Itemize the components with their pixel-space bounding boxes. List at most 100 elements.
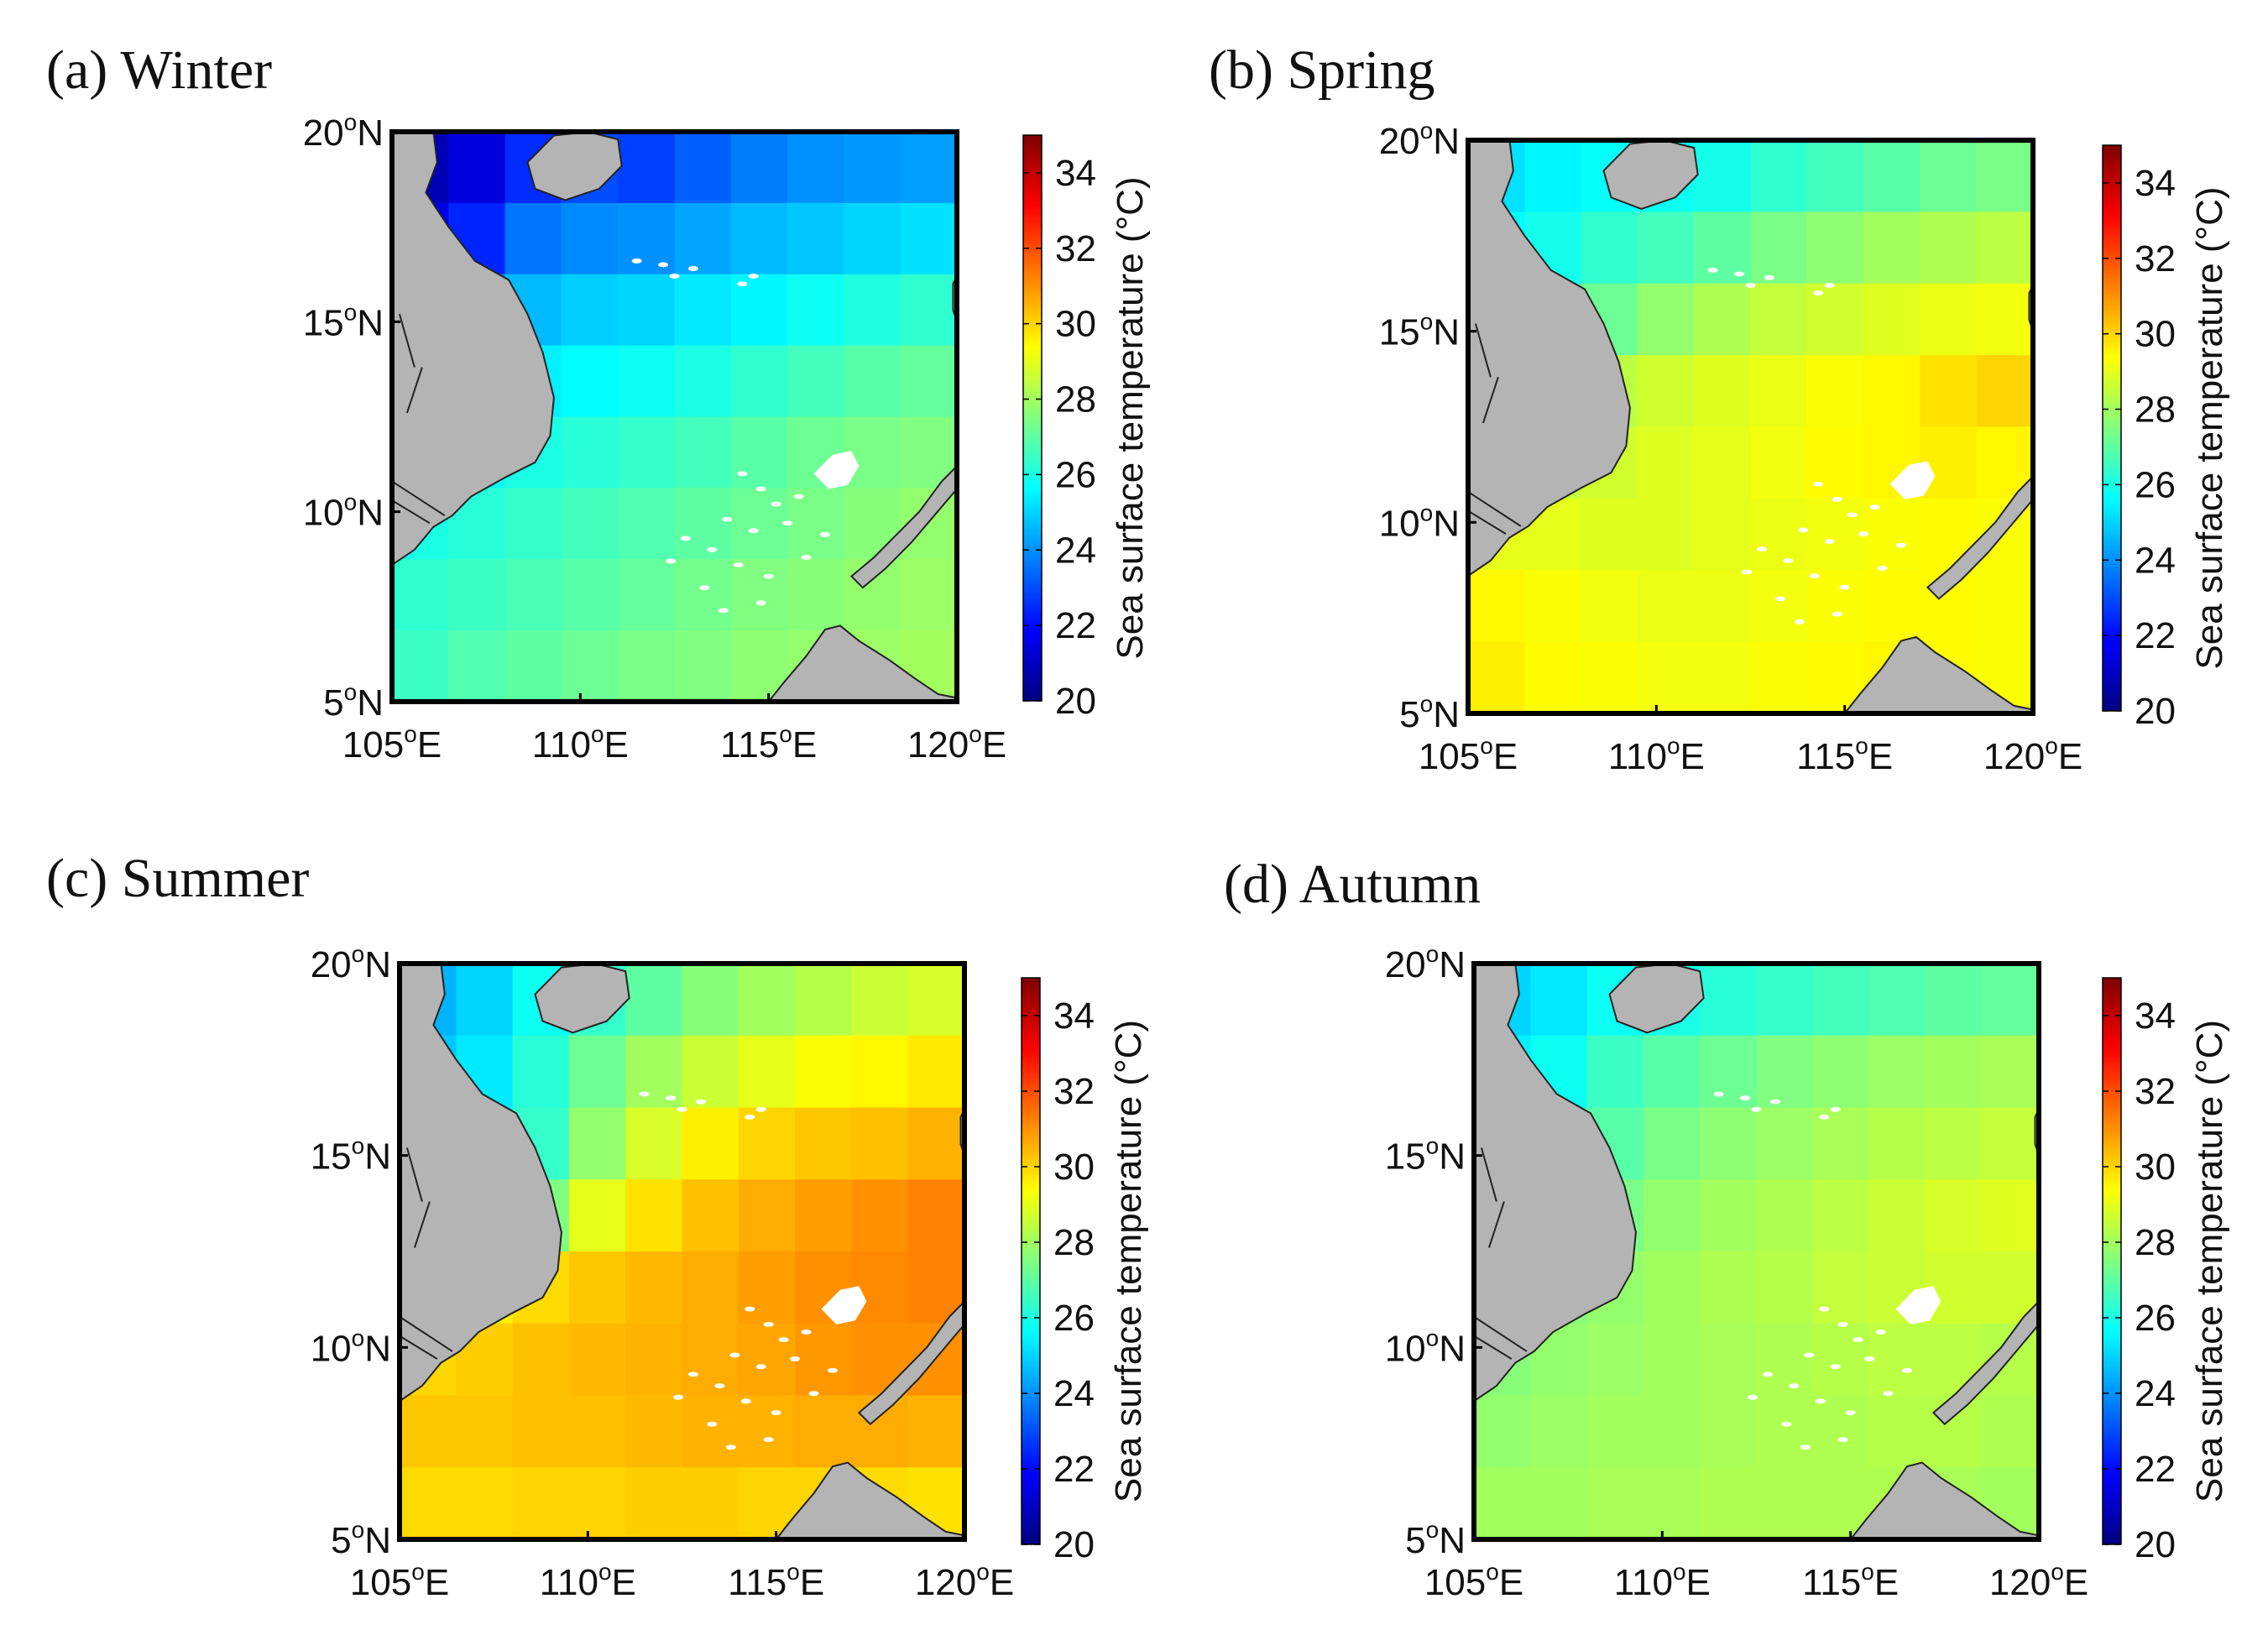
river-line [1467, 509, 1507, 535]
islet-patch [707, 1421, 718, 1427]
sst-cell [512, 1035, 570, 1109]
sst-cell [1756, 1323, 1814, 1397]
colorbar-tick-label: 20 [2135, 1524, 2176, 1565]
colorbar-tick-label: 26 [2135, 1298, 2176, 1339]
sst-cell [730, 559, 788, 631]
islet-patch [1756, 546, 1767, 552]
sst-cell [1869, 1395, 1927, 1469]
sst-cell [730, 132, 788, 204]
sst-cell [674, 345, 732, 418]
islet-patch [1751, 1106, 1762, 1112]
islet-patch [733, 562, 744, 568]
sst-cell [1524, 140, 1582, 213]
sst-cell [1700, 1467, 1758, 1540]
sst-cell [1926, 1107, 1983, 1181]
sst-cell [674, 202, 732, 275]
sst-cell [1468, 641, 1526, 714]
sst-cell [1926, 964, 1983, 1037]
sst-cell [1750, 570, 1808, 643]
colorbar-tick-label: 22 [2135, 1449, 2176, 1490]
sst-cell [625, 1395, 683, 1469]
sst-cell [795, 1179, 853, 1252]
sst-cell [900, 345, 958, 418]
sst-cell [787, 274, 845, 347]
sst-cell [1581, 641, 1638, 714]
islet-patch [1794, 619, 1805, 624]
colorbar-tick-label: 32 [2135, 1071, 2176, 1112]
sst-cell [561, 559, 619, 631]
colorbar-label: Sea surface temperature (°C) [2189, 1020, 2230, 1502]
x-tick-label: 115oE [1802, 1559, 1899, 1603]
y-tick-label: 20oN [1385, 941, 1466, 985]
colorbar-tick-label: 26 [2135, 464, 2176, 505]
sst-cell [448, 132, 506, 204]
river-line [1467, 491, 1522, 527]
island-patch [1895, 1286, 1941, 1324]
islet-patch [699, 585, 710, 591]
colorbar: 20 22 24 26 28 30 32 34 Sea surface temperature … [1021, 977, 1149, 1565]
x-tick-label: 110oE [1608, 733, 1705, 777]
sst-cell [1806, 283, 1864, 356]
sst-cell [1750, 498, 1808, 572]
sst-cell [618, 345, 676, 418]
river-line [413, 1201, 431, 1248]
colorbar-tick-label: 30 [1053, 1147, 1095, 1188]
river-lines [391, 314, 446, 525]
y-tick-label: 10oN [311, 1324, 391, 1369]
sst-cell [561, 416, 619, 489]
sst-cell [1637, 283, 1695, 356]
x-tick-label: 120oE [1983, 733, 2082, 777]
land-mask [399, 962, 965, 1540]
sst-cell [1812, 1251, 1870, 1324]
sst-cell [1700, 1179, 1758, 1252]
sst-cell [568, 1035, 626, 1109]
islet-patch [714, 1383, 725, 1389]
sst-cell [1756, 1179, 1814, 1252]
sst-cell [1976, 140, 2034, 213]
no-data-patches [1707, 267, 1936, 624]
sst-cell [1982, 964, 2040, 1037]
sst-cell [682, 964, 739, 1037]
islet-patch [1713, 1091, 1724, 1097]
islet-patch [1762, 1371, 1773, 1377]
islet-patch [1764, 274, 1774, 280]
x-tick-label: 115oE [720, 721, 817, 765]
sst-cell [625, 1467, 683, 1540]
sst-cell [456, 964, 514, 1037]
x-axis: 105oE 110oE 115oE 120oE [342, 693, 1006, 765]
island-patch [1889, 461, 1936, 500]
colorbar: 20 22 24 26 28 30 32 34 Sea surface temperature … [2102, 144, 2230, 732]
colorbar-tick-label: 26 [1053, 1298, 1095, 1339]
islet-patch [1845, 1410, 1856, 1416]
sst-cell [1863, 140, 1921, 213]
colorbar-tick-label: 34 [1053, 995, 1095, 1037]
colorbar-tick-label: 28 [1055, 379, 1096, 421]
sst-cell [795, 1035, 853, 1109]
sst-cell [1700, 1107, 1758, 1181]
x-tick-label: 120oE [1989, 1559, 2088, 1603]
sst-cell [1700, 964, 1758, 1037]
sst-cell [1863, 212, 1921, 285]
colorbar-gradient [1021, 977, 1041, 1545]
colorbar-tick-label: 34 [1055, 153, 1096, 194]
sst-cell [795, 1323, 853, 1397]
panel-c: (c) Summer 105oE 110oE 115oE 120oE 5oN 10oN 15o… [46, 848, 1149, 1603]
y-axis: 5oN 10oN 15oN 20oN [1379, 118, 1476, 735]
islet-patch [1745, 283, 1756, 289]
sst-cell [568, 1179, 626, 1252]
islet-patch [658, 262, 669, 268]
sst-cell [1581, 498, 1638, 572]
sst-cell [561, 630, 619, 703]
sst-cell [900, 132, 958, 204]
sst-cell [730, 274, 788, 347]
river-line [1482, 376, 1499, 424]
sst-cell [1694, 355, 1752, 428]
sst-cell [504, 488, 562, 561]
islet-patch [1798, 527, 1809, 533]
sst-cell [851, 1035, 909, 1109]
islet-patch [737, 471, 748, 477]
panel-b: (b) Spring 105oE 110oE 115oE 120oE 5oN 10oN 15o… [1209, 39, 2230, 777]
sst-cell [625, 964, 683, 1037]
sst-cell [618, 274, 676, 347]
sst-cell [1643, 1107, 1701, 1181]
